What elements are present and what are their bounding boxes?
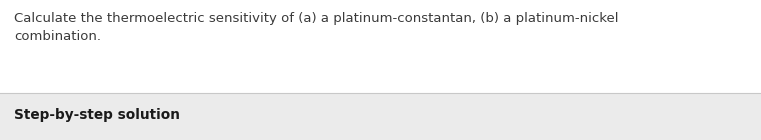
Text: combination.: combination. [14,30,101,43]
Text: Calculate the thermoelectric sensitivity of (a) a platinum-constantan, (b) a pla: Calculate the thermoelectric sensitivity… [14,12,619,25]
Bar [0,93,761,140]
Text: Step-by-step solution: Step-by-step solution [14,108,180,122]
